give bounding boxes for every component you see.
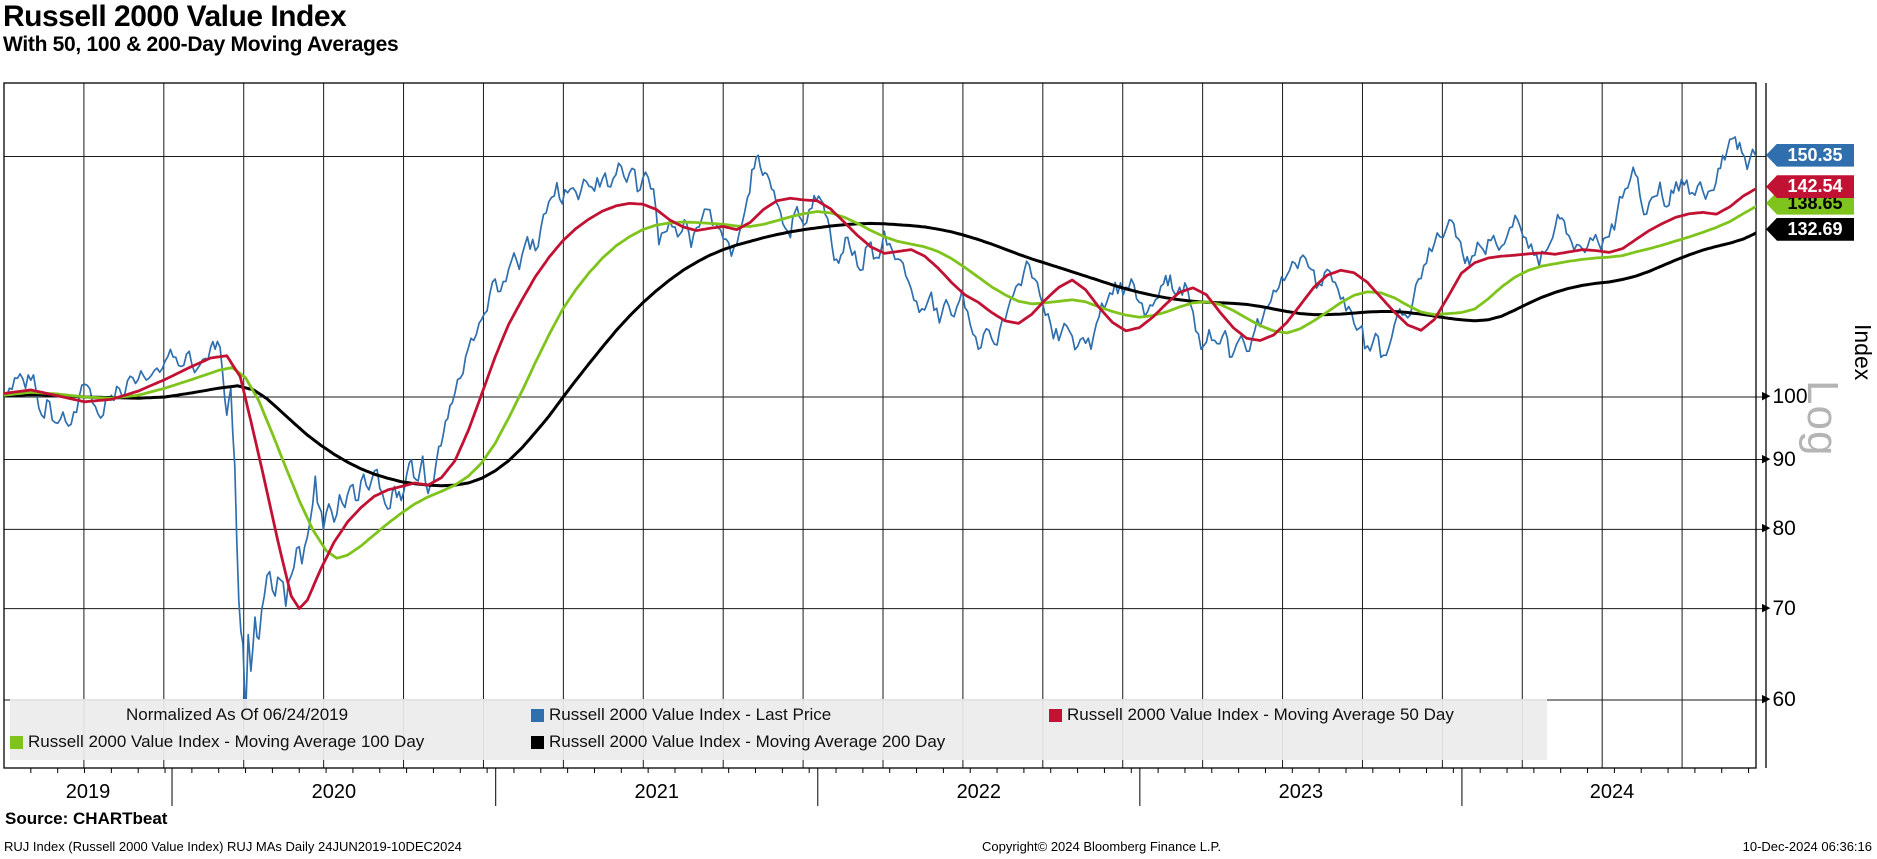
y-axis-tick: ▶ 60 bbox=[1762, 688, 1796, 712]
tick-arrow-icon: ▶ bbox=[1762, 390, 1771, 402]
footer-ticker-info: RUJ Index (Russell 2000 Value Index) RUJ… bbox=[4, 839, 462, 854]
legend-item: Russell 2000 Value Index - Moving Averag… bbox=[10, 730, 424, 754]
footer-copyright: Copyright© 2024 Bloomberg Finance L.P. bbox=[982, 839, 1222, 854]
legend-note: Normalized As Of 06/24/2019 bbox=[126, 703, 348, 727]
y-axis-tick: ▶ 70 bbox=[1762, 596, 1796, 620]
x-axis-year-label: 2019 bbox=[65, 781, 111, 803]
legend-swatch-icon bbox=[531, 735, 544, 749]
legend-item: Russell 2000 Value Index - Moving Averag… bbox=[531, 730, 945, 754]
series-line-last-price bbox=[4, 136, 1756, 719]
y-axis-scale-label: Log bbox=[1798, 380, 1847, 457]
y-axis-tick: ▶ 90 bbox=[1762, 447, 1796, 471]
y-axis-title: Index bbox=[1850, 324, 1876, 381]
legend-label: Normalized As Of 06/24/2019 bbox=[126, 705, 349, 724]
plot-frame bbox=[3, 82, 1757, 769]
y-axis-tick: ▶ 80 bbox=[1762, 517, 1796, 541]
page-subtitle: With 50, 100 & 200-Day Moving Averages bbox=[3, 33, 399, 56]
legend-label: Russell 2000 Value Index - Moving Averag… bbox=[1067, 705, 1454, 724]
legend-swatch-icon bbox=[1049, 708, 1062, 722]
tick-arrow-icon: ▶ bbox=[1762, 693, 1771, 706]
x-axis-year-label: 2021 bbox=[634, 781, 679, 803]
price-tag-ma-200: 132.69 bbox=[1766, 217, 1854, 241]
tick-arrow-icon: ▶ bbox=[1762, 601, 1771, 614]
source-note: Source: CHARTbeat bbox=[5, 809, 168, 828]
legend-swatch-icon bbox=[10, 735, 23, 749]
page-title: Russell 2000 Value Index bbox=[3, 0, 347, 33]
price-tag-last-price: 150.35 bbox=[1766, 143, 1854, 167]
series-line-ma-50 bbox=[4, 187, 1756, 610]
x-axis-year-label: 2020 bbox=[311, 781, 357, 803]
legend-label: Russell 2000 Value Index - Moving Averag… bbox=[549, 732, 946, 751]
series-line-ma-100 bbox=[4, 204, 1756, 560]
x-axis-year-label: 2023 bbox=[1278, 781, 1324, 803]
price-tag-ma-50: 142.54 bbox=[1766, 175, 1854, 199]
legend-item: Russell 2000 Value Index - Moving Averag… bbox=[1049, 703, 1454, 727]
x-axis-year-label: 2022 bbox=[956, 781, 1002, 803]
legend bbox=[10, 699, 1547, 760]
tick-arrow-icon: ▶ bbox=[1762, 522, 1771, 535]
tick-arrow-icon: ▶ bbox=[1762, 452, 1771, 465]
y-axis-tick: ▶ 100 bbox=[1762, 385, 1808, 408]
legend-swatch-icon bbox=[531, 708, 544, 722]
legend-label: Russell 2000 Value Index - Last Price bbox=[549, 705, 832, 724]
series-line-ma-200 bbox=[4, 221, 1756, 488]
legend-label: Russell 2000 Value Index - Moving Averag… bbox=[28, 732, 425, 751]
footer-timestamp: 10-Dec-2024 06:36:16 bbox=[1742, 839, 1872, 854]
legend-item: Russell 2000 Value Index - Last Price bbox=[531, 703, 831, 727]
x-axis-year-label: 2024 bbox=[1589, 781, 1635, 803]
